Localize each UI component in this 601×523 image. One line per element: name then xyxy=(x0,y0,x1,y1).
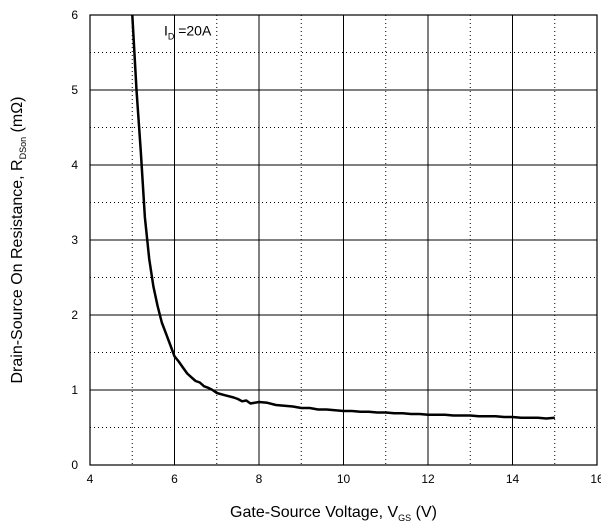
x-tick-label: 4 xyxy=(87,472,94,486)
x-axis-title-main: Gate-Source Voltage, V xyxy=(230,504,398,521)
y-tick-label: 5 xyxy=(71,83,78,97)
y-tick-label: 2 xyxy=(71,308,78,322)
annotation-main: I xyxy=(164,22,168,38)
major-grid xyxy=(89,14,598,466)
x-axis-title-unit: (V) xyxy=(411,504,437,521)
series-layer xyxy=(131,14,555,420)
y-axis-title-sub: DSon xyxy=(18,137,28,160)
y-tick-label: 4 xyxy=(71,158,78,172)
y-axis-title: Drain-Source On Resistance, RDSon (mΩ) xyxy=(9,97,28,384)
x-axis-title: Gate-Source Voltage, VGS (V) xyxy=(230,504,437,523)
y-axis-title-unit: (mΩ) xyxy=(9,97,26,137)
y-tick-label: 6 xyxy=(71,8,78,22)
y-tick-label: 3 xyxy=(71,233,78,247)
x-tick-label: 10 xyxy=(337,472,351,486)
series-line xyxy=(131,14,555,420)
annotation-rest: =20A xyxy=(174,22,212,38)
y-tick-label: 0 xyxy=(71,458,78,472)
x-tick-label: 16 xyxy=(590,472,601,486)
x-tick-label: 6 xyxy=(171,472,178,486)
x-axis-title-sub: GS xyxy=(398,513,411,523)
x-tick-label: 12 xyxy=(421,472,435,486)
annotation-sub: D xyxy=(168,31,175,41)
x-tick-label: 8 xyxy=(256,472,263,486)
annotation-current: ID =20A xyxy=(164,22,212,41)
y-tick-label: 1 xyxy=(71,383,78,397)
y-axis-title-main: Drain-Source On Resistance, R xyxy=(9,159,26,383)
x-tick-label: 14 xyxy=(506,472,520,486)
plot-frame xyxy=(89,14,598,466)
